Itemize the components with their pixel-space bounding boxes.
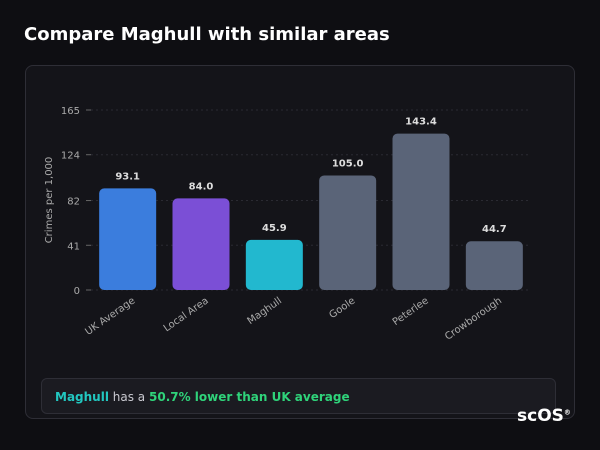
y-tick-label: 41 <box>67 241 80 252</box>
summary-text: has a <box>112 390 146 404</box>
x-tick-label: UK Average <box>83 295 137 337</box>
page-title: Compare Maghull with similar areas <box>24 24 390 45</box>
y-tick-label: 165 <box>61 106 80 117</box>
y-tick-label: 82 <box>67 197 80 208</box>
value-label: 143.4 <box>405 117 437 128</box>
y-tick-label: 124 <box>61 151 80 162</box>
value-label: 45.9 <box>262 223 287 234</box>
bar <box>172 198 230 290</box>
value-label: 93.1 <box>115 171 140 182</box>
summary-area: Maghull <box>55 390 109 404</box>
logo-mark: ® <box>563 408 571 417</box>
bar <box>392 133 450 290</box>
x-tick-label: Crowborough <box>443 295 504 342</box>
x-tick-label: Goole <box>327 295 357 321</box>
summary: Maghull has a 50.7% lower than UK averag… <box>41 378 556 414</box>
logo: scOS® <box>517 406 571 426</box>
x-tick-label: Peterlee <box>391 295 431 328</box>
bar <box>465 241 523 290</box>
y-axis-label: Crimes per 1,000 <box>44 157 55 244</box>
value-label: 44.7 <box>482 224 507 235</box>
x-tick-label: Maghull <box>246 295 285 327</box>
y-tick-label: 0 <box>74 286 80 297</box>
value-label: 84.0 <box>189 181 214 192</box>
summary-highlight: 50.7% lower than UK average <box>149 390 350 404</box>
x-tick-label: Local Area <box>162 295 211 334</box>
bar <box>245 239 303 290</box>
value-label: 105.0 <box>332 158 364 169</box>
bar <box>99 188 157 290</box>
logo-text: scOS <box>517 406 564 426</box>
bar <box>319 175 377 290</box>
